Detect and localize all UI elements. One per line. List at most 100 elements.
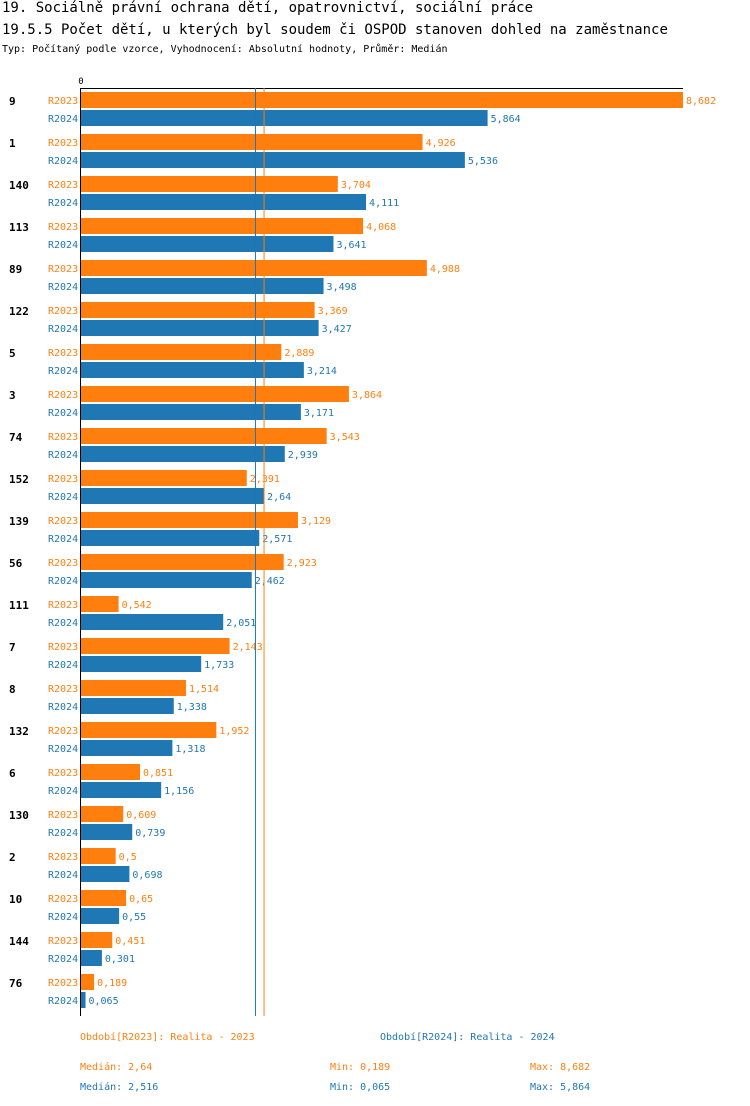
series-label-r2023: R2023 <box>48 222 78 233</box>
data-label-r2023: 3,864 <box>352 390 382 401</box>
series-label-r2023: R2023 <box>48 600 78 611</box>
category-label: 1 <box>9 137 16 150</box>
max-r2024: Max: 5,864 <box>530 1082 591 1093</box>
series-label-r2023: R2023 <box>48 726 78 737</box>
bar-r2024 <box>81 110 488 126</box>
bar-r2024 <box>81 236 334 252</box>
category-label: 2 <box>9 851 16 864</box>
series-label-r2024: R2024 <box>48 282 78 293</box>
bar-r2024 <box>81 992 86 1008</box>
data-label-r2024: 1,733 <box>204 660 234 671</box>
bar-r2023 <box>81 848 116 864</box>
series-label-r2024: R2024 <box>48 576 78 587</box>
data-label-r2024: 3,214 <box>307 366 337 377</box>
x-tick-label: 0 <box>78 77 83 87</box>
bar-r2024 <box>81 824 133 840</box>
bar-r2023 <box>81 260 427 276</box>
data-label-r2023: 0,5 <box>119 852 137 863</box>
bar-r2024 <box>81 782 162 798</box>
data-label-r2024: 2,462 <box>255 576 285 587</box>
data-label-r2023: 3,369 <box>318 306 348 317</box>
category-label: 111 <box>9 599 29 612</box>
data-label-r2024: 1,318 <box>175 744 205 755</box>
data-label-r2023: 0,65 <box>129 894 153 905</box>
data-label-r2024: 4,111 <box>369 198 399 209</box>
series-label-r2024: R2024 <box>48 198 78 209</box>
category-label: 9 <box>9 95 16 108</box>
bar-r2023 <box>81 176 338 192</box>
category-label: 122 <box>9 305 29 318</box>
bar-r2023 <box>81 638 230 654</box>
series-label-r2024: R2024 <box>48 996 78 1007</box>
series-label-r2024: R2024 <box>48 870 78 881</box>
bar-r2024 <box>81 404 301 420</box>
data-label-r2023: 1,514 <box>189 684 219 695</box>
series-label-r2024: R2024 <box>48 534 78 545</box>
series-label-r2023: R2023 <box>48 138 78 149</box>
data-label-r2024: 2,64 <box>267 492 291 503</box>
bar-r2024 <box>81 656 202 672</box>
bar-r2023 <box>81 890 127 906</box>
series-label-r2023: R2023 <box>48 852 78 863</box>
bar-r2024 <box>81 362 304 378</box>
series-label-r2024: R2024 <box>48 786 78 797</box>
bar-r2023 <box>81 806 124 822</box>
data-label-r2023: 3,543 <box>330 432 360 443</box>
data-label-r2023: 4,068 <box>366 222 396 233</box>
data-label-r2023: 4,988 <box>430 264 460 275</box>
bar-r2023 <box>81 512 298 528</box>
series-label-r2023: R2023 <box>48 768 78 779</box>
data-label-r2023: 0,542 <box>122 600 152 611</box>
data-label-r2023: 2,143 <box>233 642 263 653</box>
bar-r2023 <box>81 92 683 108</box>
series-label-r2024: R2024 <box>48 660 78 671</box>
bar-r2024 <box>81 194 367 210</box>
min-r2023: Min: 0,189 <box>330 1062 391 1073</box>
data-label-r2024: 2,571 <box>262 534 292 545</box>
category-label: 132 <box>9 725 29 738</box>
bar-r2024 <box>81 740 173 756</box>
bar-r2023 <box>81 974 95 990</box>
series-label-r2023: R2023 <box>48 390 78 401</box>
category-label: 113 <box>9 221 29 234</box>
chart-title: 19. Sociálně právní ochrana dětí, opatro… <box>2 0 534 16</box>
category-label: 5 <box>9 347 16 360</box>
bar-r2024 <box>81 320 319 336</box>
series-label-r2024: R2024 <box>48 744 78 755</box>
data-label-r2024: 2,939 <box>288 450 318 461</box>
data-label-r2023: 0,189 <box>97 978 127 989</box>
series-label-r2023: R2023 <box>48 432 78 443</box>
data-label-r2024: 1,156 <box>164 786 194 797</box>
bar-r2023 <box>81 932 113 948</box>
data-label-r2024: 0,55 <box>122 912 146 923</box>
category-label: 74 <box>9 431 23 444</box>
category-label: 89 <box>9 263 22 276</box>
category-label: 152 <box>9 473 29 486</box>
data-label-r2023: 8,682 <box>686 96 716 107</box>
data-label-r2023: 0,851 <box>143 768 173 779</box>
series-label-r2023: R2023 <box>48 180 78 191</box>
bar-r2023 <box>81 722 217 738</box>
data-label-r2023: 4,926 <box>426 138 456 149</box>
data-label-r2023: 2,889 <box>284 348 314 359</box>
bar-r2023 <box>81 302 315 318</box>
series-label-r2024: R2024 <box>48 408 78 419</box>
series-label-r2024: R2024 <box>48 618 78 629</box>
bar-r2023 <box>81 554 284 570</box>
series-label-r2023: R2023 <box>48 642 78 653</box>
data-label-r2024: 5,536 <box>468 156 498 167</box>
bar-r2024 <box>81 866 130 882</box>
data-label-r2024: 3,641 <box>336 240 366 251</box>
data-label-r2024: 3,427 <box>322 324 352 335</box>
series-label-r2023: R2023 <box>48 306 78 317</box>
data-label-r2023: 0,451 <box>115 936 145 947</box>
data-label-r2024: 3,498 <box>327 282 357 293</box>
data-label-r2024: 0,301 <box>105 954 135 965</box>
series-label-r2023: R2023 <box>48 348 78 359</box>
data-label-r2023: 1,952 <box>219 726 249 737</box>
series-label-r2023: R2023 <box>48 516 78 527</box>
bar-r2024 <box>81 908 120 924</box>
series-label-r2024: R2024 <box>48 324 78 335</box>
bar-r2023 <box>81 596 119 612</box>
